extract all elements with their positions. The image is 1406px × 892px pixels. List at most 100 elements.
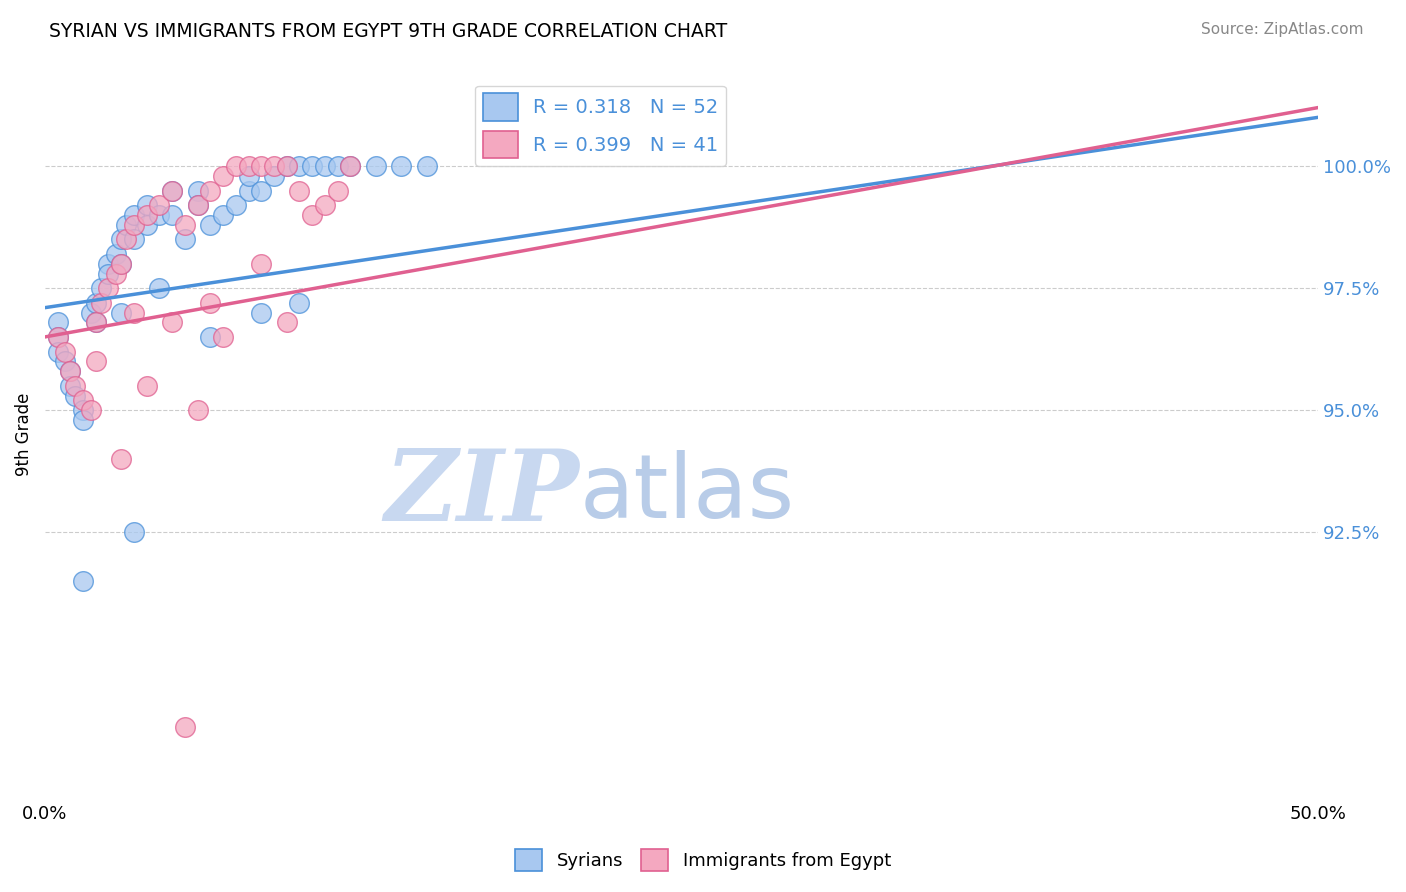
Y-axis label: 9th Grade: 9th Grade <box>15 392 32 476</box>
Point <box>288 184 311 198</box>
Point <box>46 330 69 344</box>
Point <box>148 198 170 212</box>
Point <box>79 403 101 417</box>
Point <box>115 218 138 232</box>
Point <box>314 159 336 173</box>
Point <box>250 159 273 173</box>
Point <box>97 267 120 281</box>
Point <box>84 315 107 329</box>
Text: SYRIAN VS IMMIGRANTS FROM EGYPT 9TH GRADE CORRELATION CHART: SYRIAN VS IMMIGRANTS FROM EGYPT 9TH GRAD… <box>49 22 727 41</box>
Point <box>46 315 69 329</box>
Point <box>84 354 107 368</box>
Point <box>105 247 128 261</box>
Point <box>110 257 132 271</box>
Point <box>288 295 311 310</box>
Point <box>339 159 361 173</box>
Point <box>122 525 145 540</box>
Point <box>389 159 412 173</box>
Legend: R = 0.318   N = 52, R = 0.399   N = 41: R = 0.318 N = 52, R = 0.399 N = 41 <box>475 86 725 166</box>
Point <box>110 305 132 319</box>
Point <box>122 218 145 232</box>
Point <box>173 232 195 246</box>
Point <box>212 208 235 222</box>
Point <box>225 159 247 173</box>
Point <box>200 330 222 344</box>
Point <box>187 184 209 198</box>
Point <box>250 305 273 319</box>
Point <box>53 354 76 368</box>
Point <box>314 198 336 212</box>
Point <box>72 413 94 427</box>
Point <box>115 232 138 246</box>
Point <box>288 159 311 173</box>
Text: atlas: atlas <box>579 450 794 537</box>
Point <box>135 208 157 222</box>
Point <box>72 574 94 588</box>
Point <box>416 159 439 173</box>
Point <box>46 344 69 359</box>
Point <box>110 257 132 271</box>
Point <box>72 393 94 408</box>
Point <box>65 388 87 402</box>
Point <box>135 218 157 232</box>
Point <box>160 315 183 329</box>
Point <box>339 159 361 173</box>
Point <box>225 198 247 212</box>
Point <box>79 305 101 319</box>
Text: ZIP: ZIP <box>385 445 579 541</box>
Point <box>110 232 132 246</box>
Point <box>263 169 285 183</box>
Point <box>276 159 298 173</box>
Point <box>250 184 273 198</box>
Point <box>97 281 120 295</box>
Point <box>90 295 112 310</box>
Point <box>187 198 209 212</box>
Point <box>135 378 157 392</box>
Point <box>148 281 170 295</box>
Point <box>84 295 107 310</box>
Point <box>238 159 260 173</box>
Point <box>110 452 132 467</box>
Point <box>160 184 183 198</box>
Point <box>173 720 195 734</box>
Point <box>46 330 69 344</box>
Point <box>122 305 145 319</box>
Point <box>187 403 209 417</box>
Point <box>90 281 112 295</box>
Point <box>212 169 235 183</box>
Point <box>84 315 107 329</box>
Point <box>301 208 323 222</box>
Text: Source: ZipAtlas.com: Source: ZipAtlas.com <box>1201 22 1364 37</box>
Legend: Syrians, Immigrants from Egypt: Syrians, Immigrants from Egypt <box>508 842 898 879</box>
Point <box>187 198 209 212</box>
Point <box>276 159 298 173</box>
Point <box>122 232 145 246</box>
Point <box>301 159 323 173</box>
Point <box>160 184 183 198</box>
Point <box>238 184 260 198</box>
Point <box>122 208 145 222</box>
Point <box>53 344 76 359</box>
Point <box>326 159 349 173</box>
Point <box>200 295 222 310</box>
Point <box>364 159 387 173</box>
Point <box>59 364 82 378</box>
Point <box>212 330 235 344</box>
Point <box>59 378 82 392</box>
Point <box>135 198 157 212</box>
Point <box>263 159 285 173</box>
Point <box>173 218 195 232</box>
Point <box>148 208 170 222</box>
Point <box>200 218 222 232</box>
Point <box>59 364 82 378</box>
Point <box>250 257 273 271</box>
Point <box>97 257 120 271</box>
Point <box>238 169 260 183</box>
Point <box>105 267 128 281</box>
Point <box>200 184 222 198</box>
Point <box>326 184 349 198</box>
Point <box>160 208 183 222</box>
Point <box>276 315 298 329</box>
Point <box>72 403 94 417</box>
Point <box>65 378 87 392</box>
